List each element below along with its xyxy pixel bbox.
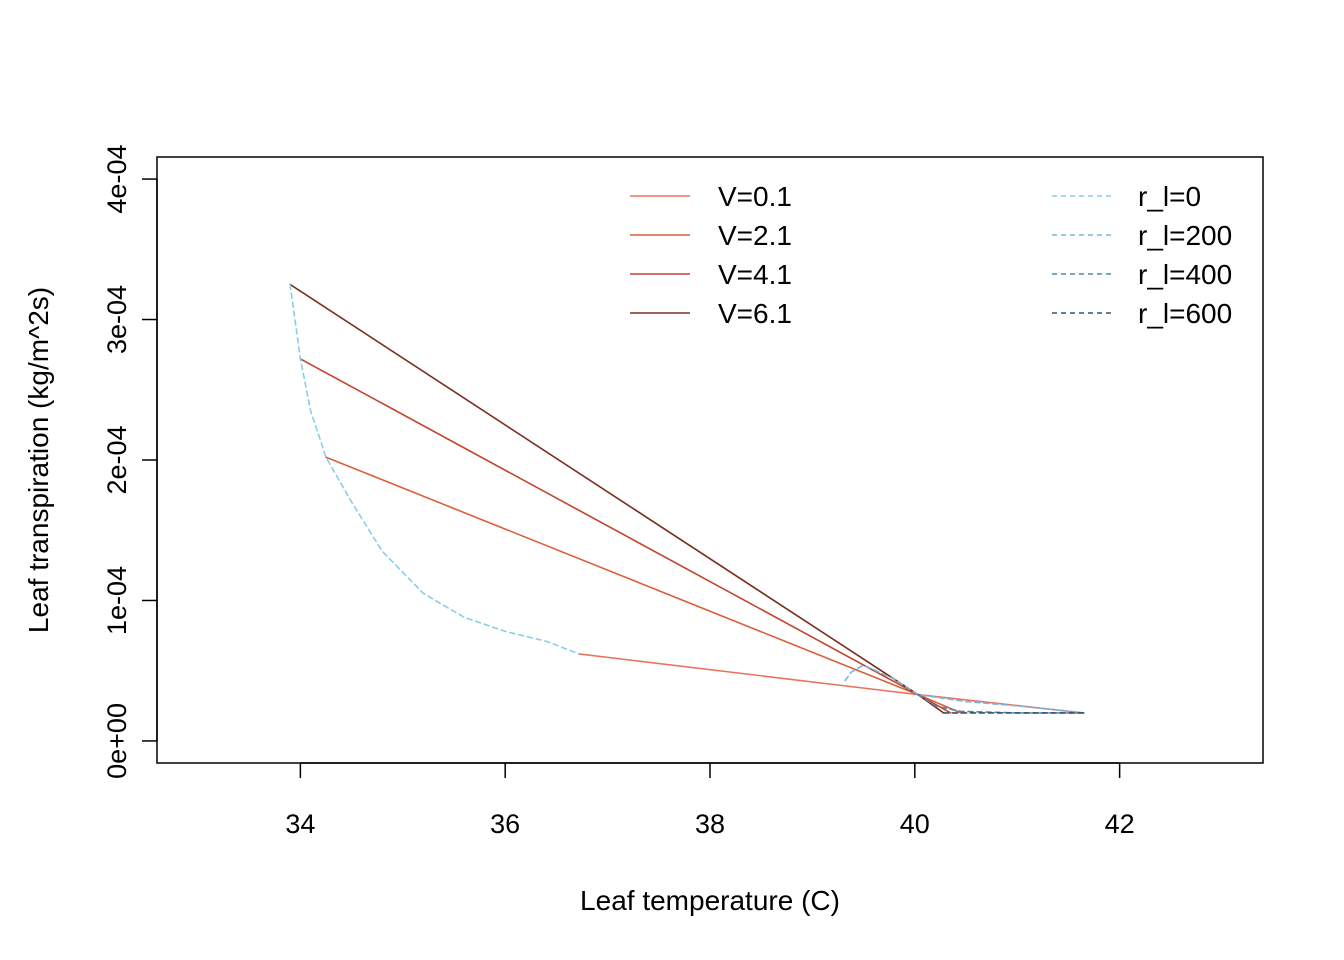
series-line-5 bbox=[289, 283, 580, 655]
legend-label: r_l=600 bbox=[1138, 298, 1232, 329]
series-layer bbox=[289, 283, 1085, 714]
x-axis: 34 36 38 40 42 bbox=[285, 762, 1135, 839]
series-line-6 bbox=[844, 664, 1085, 714]
legend-label: V=4.1 bbox=[718, 259, 792, 290]
x-tick-label: 38 bbox=[695, 809, 725, 839]
legend-label: r_l=400 bbox=[1138, 259, 1232, 290]
legend-label: V=2.1 bbox=[718, 220, 792, 251]
legend-layer: V=0.1 V=2.1 V=4.1 V=6.1 r_l=0 r_l=200 r_l=400r… bbox=[630, 181, 1232, 329]
y-tick-label: 0e+00 bbox=[102, 703, 132, 779]
y-tick-label: 4e-04 bbox=[102, 145, 132, 214]
x-tick-label: 42 bbox=[1105, 809, 1135, 839]
x-tick-label: 40 bbox=[900, 809, 930, 839]
plot-frame bbox=[156, 156, 1264, 764]
series-line-1 bbox=[578, 653, 1085, 714]
legend-label: r_l=200 bbox=[1138, 220, 1232, 251]
legend-label: V=6.1 bbox=[718, 298, 792, 329]
y-tick-label: 1e-04 bbox=[102, 566, 132, 635]
x-axis-label: Leaf temperature (C) bbox=[580, 885, 840, 916]
y-axis: 0e+00 1e-04 2e-04 3e-04 4e-04 bbox=[102, 145, 158, 779]
x-tick-label: 36 bbox=[490, 809, 520, 839]
series-line-7 bbox=[917, 693, 1085, 714]
series-line-2 bbox=[325, 456, 962, 714]
legend-label: V=0.1 bbox=[718, 181, 792, 212]
y-tick-label: 2e-04 bbox=[102, 425, 132, 494]
x-tick-label: 34 bbox=[285, 809, 315, 839]
series-line-4 bbox=[289, 283, 945, 714]
y-axis-label: Leaf transpiration (kg/m^2s) bbox=[23, 287, 54, 633]
y-tick-label: 3e-04 bbox=[102, 285, 132, 354]
legend-label: r_l=0 bbox=[1138, 181, 1201, 212]
